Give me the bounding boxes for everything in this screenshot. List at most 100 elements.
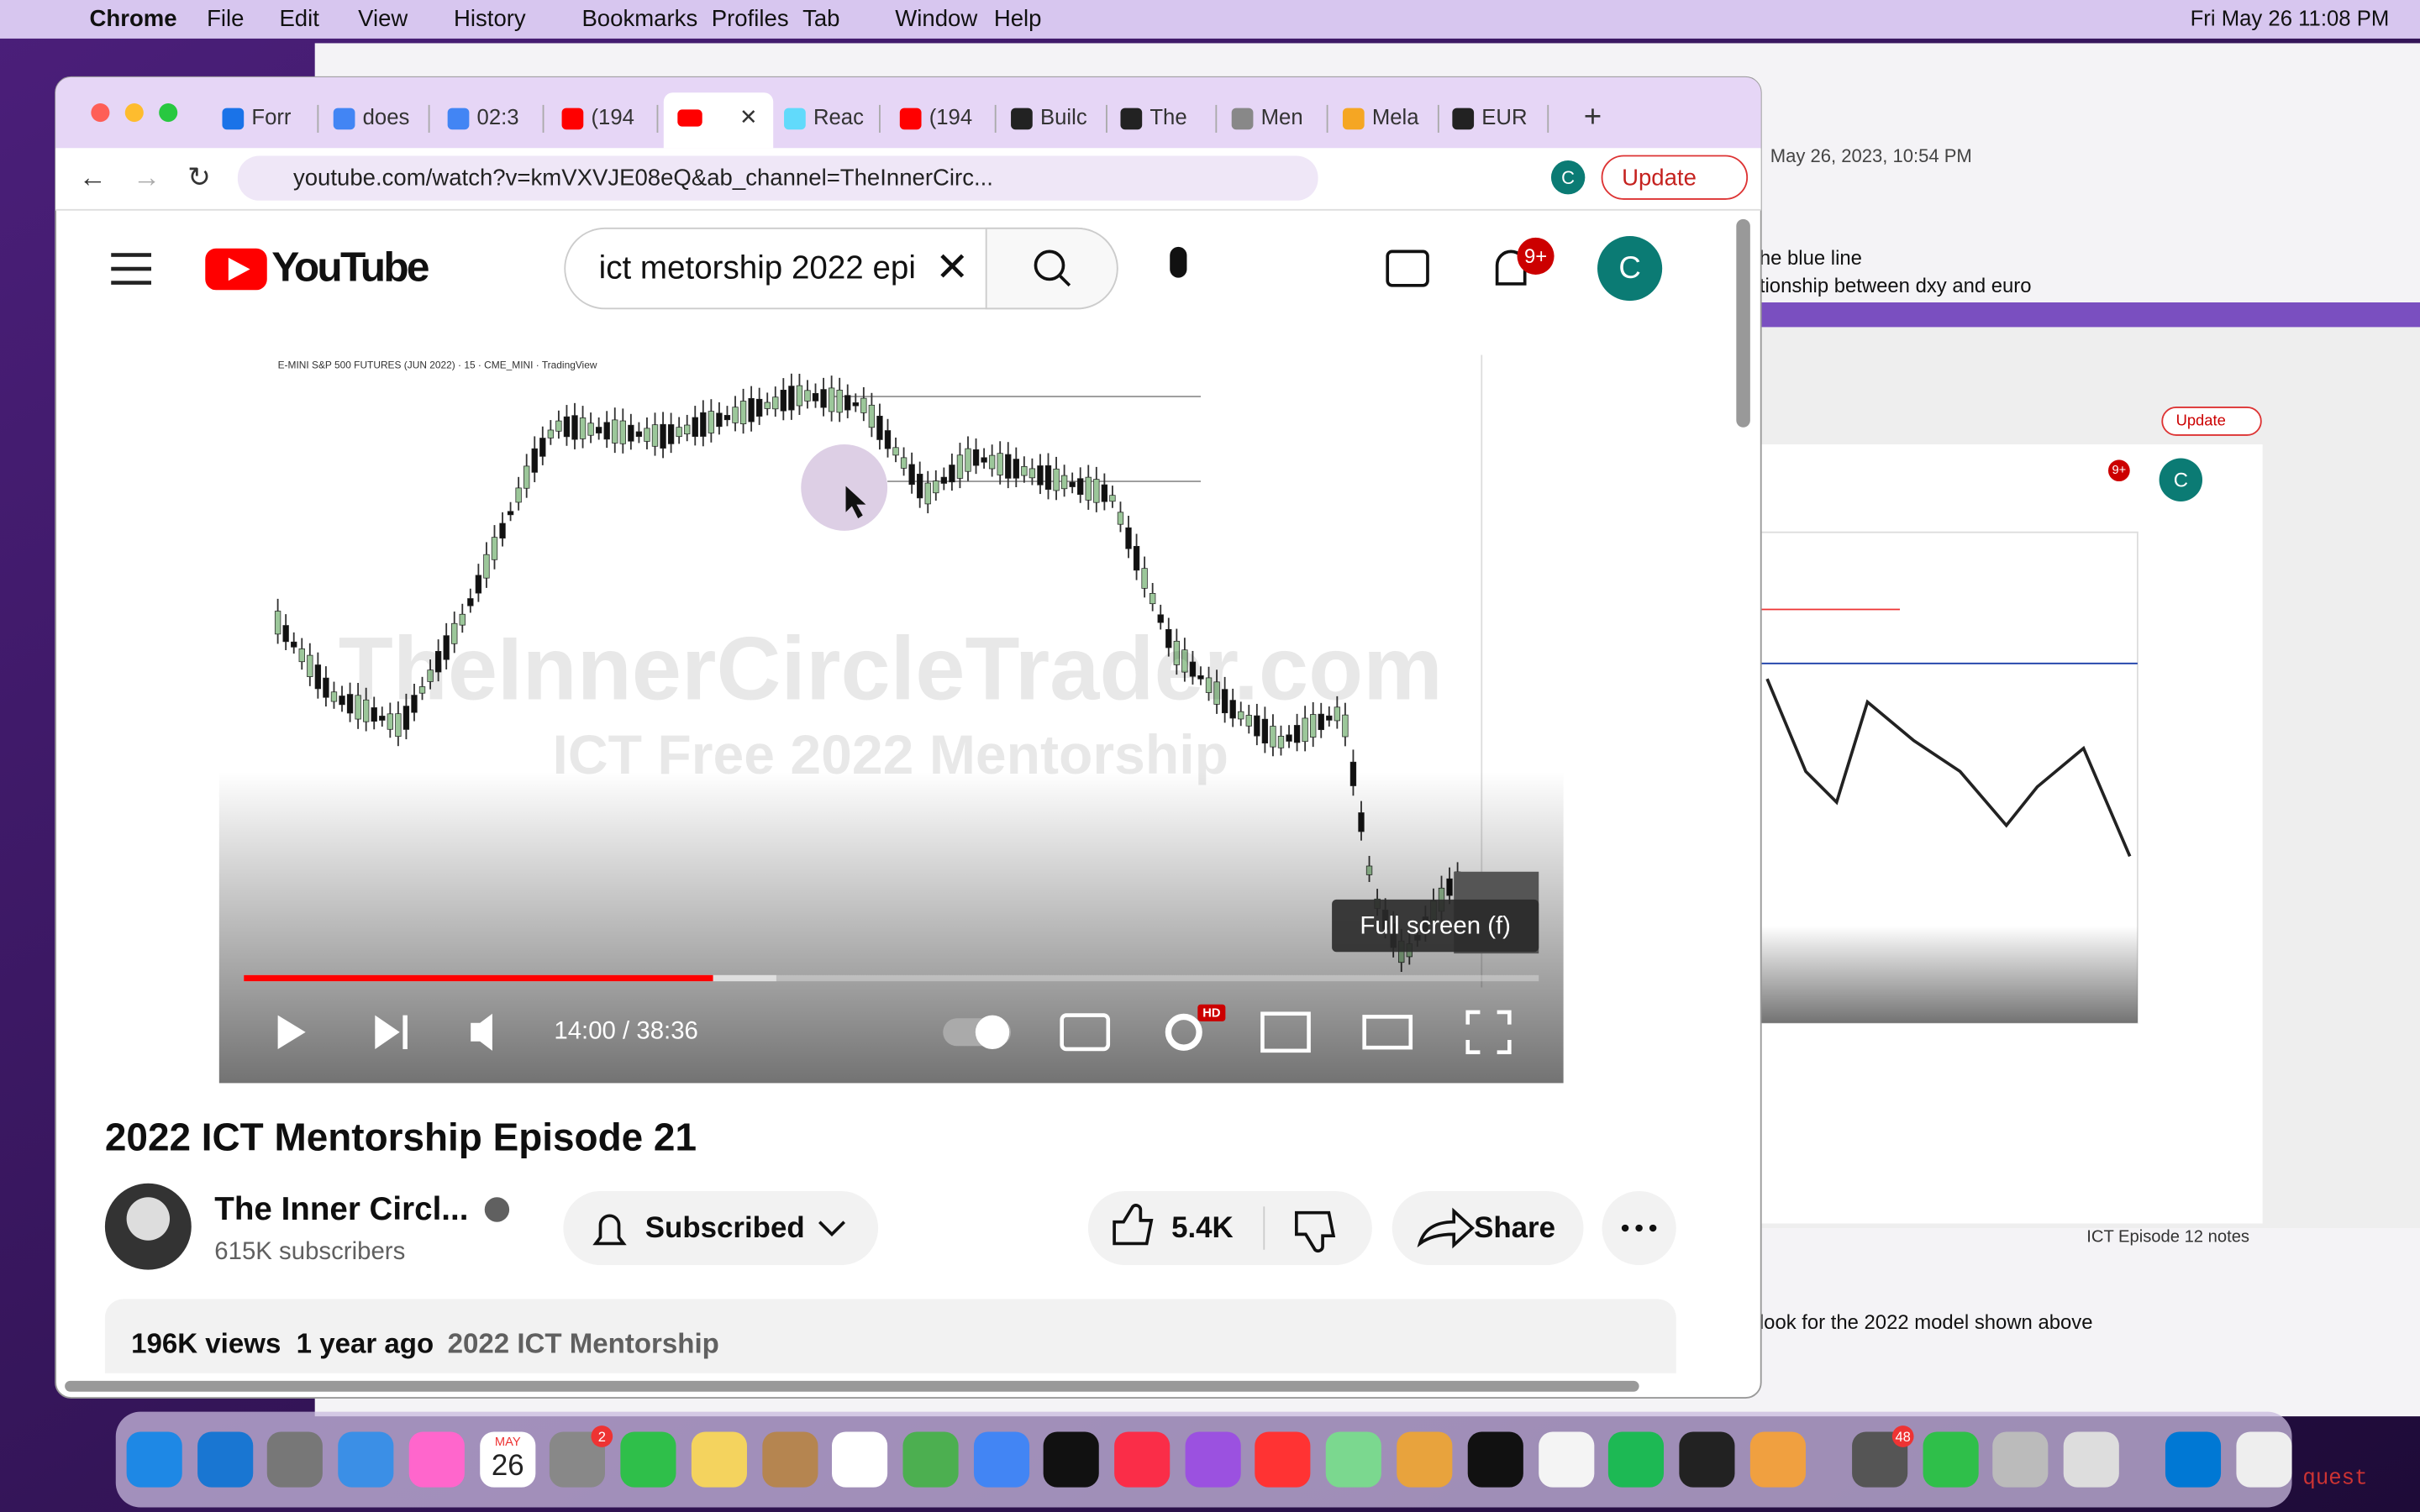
menu-item[interactable]: View [358, 5, 408, 31]
dock-icon[interactable] [1992, 1431, 2049, 1488]
dock-icon[interactable] [902, 1431, 959, 1488]
dock-icon[interactable] [691, 1431, 747, 1488]
menu-icon[interactable] [111, 253, 151, 285]
tab-title[interactable]: Builc [1040, 106, 1087, 129]
subscribe-button[interactable] [563, 1190, 879, 1266]
scrollbar[interactable] [1736, 218, 1750, 428]
dock-icon[interactable] [549, 1431, 605, 1488]
dock-icon[interactable] [1325, 1431, 1381, 1488]
zoom-button[interactable] [159, 103, 178, 123]
search-text[interactable]: ict metorship 2022 epi [599, 250, 916, 286]
back[interactable]: ← [79, 162, 107, 193]
reload[interactable]: ↻ [187, 162, 211, 193]
dock-icon[interactable] [480, 1431, 536, 1488]
update-button[interactable] [1601, 155, 1749, 200]
tab-title[interactable]: The [1150, 106, 1186, 129]
close-button[interactable] [91, 103, 110, 123]
dock-icon[interactable] [1114, 1431, 1171, 1488]
omnibox[interactable] [237, 155, 1318, 201]
tab-title[interactable]: Men [1261, 106, 1303, 129]
theater-button[interactable] [1362, 1015, 1413, 1050]
profile[interactable] [1550, 160, 1586, 195]
candle-body [1205, 677, 1213, 693]
mic[interactable] [1170, 246, 1187, 278]
h-scrollbar[interactable] [65, 1380, 1639, 1392]
menu-item[interactable]: Bookmarks [581, 5, 697, 31]
candle-body [579, 417, 587, 439]
dock-icon[interactable] [832, 1431, 888, 1488]
tab-title[interactable]: (194 [591, 106, 634, 129]
cc-button[interactable] [1060, 1013, 1111, 1052]
avatar[interactable] [1597, 236, 1663, 302]
play-button[interactable] [277, 1015, 306, 1049]
url[interactable]: youtube.com/watch?v=kmVXVJE08eQ&ab_chann… [293, 164, 993, 190]
dock-icon[interactable] [973, 1431, 1030, 1488]
clear-search[interactable]: ✕ [935, 245, 969, 290]
settings-button[interactable] [1165, 1013, 1202, 1051]
fullscreen-button[interactable] [1465, 1010, 1512, 1054]
channel-name[interactable]: The Inner Circl... [214, 1191, 468, 1227]
tab-title[interactable]: Mela [1372, 106, 1419, 129]
dock-icon[interactable] [1749, 1431, 1806, 1488]
tab-icon [1342, 108, 1365, 130]
dock-icon[interactable] [2063, 1431, 2119, 1488]
menu-item[interactable]: Window [895, 5, 977, 31]
dock-icon[interactable] [408, 1431, 465, 1488]
dock-icon[interactable] [338, 1431, 394, 1488]
share-text: Share [1474, 1211, 1555, 1244]
dislike-button[interactable] [1295, 1210, 1336, 1252]
tab-title[interactable]: 02:3 [477, 106, 519, 129]
dock-icon[interactable] [1255, 1431, 1311, 1488]
tab-close[interactable]: ✕ [739, 106, 758, 129]
dock-icon[interactable] [1043, 1431, 1099, 1488]
tab-title[interactable]: EUR [1481, 106, 1527, 129]
dock-icon[interactable] [1467, 1431, 1523, 1488]
candle-body [1125, 527, 1132, 549]
dock-icon[interactable] [1397, 1431, 1453, 1488]
dock-icon[interactable] [266, 1431, 323, 1488]
next-button[interactable] [375, 1015, 408, 1049]
bell-icon [592, 1214, 627, 1246]
forward[interactable]: → [133, 162, 160, 193]
yt-logo-text[interactable]: YouTube [271, 244, 430, 291]
tab-title[interactable]: (194 [929, 106, 972, 129]
dock-icon[interactable] [2165, 1431, 2222, 1488]
tab-title[interactable]: Reac [813, 106, 864, 129]
volume-button[interactable] [471, 1013, 492, 1051]
menu-item[interactable]: Help [994, 5, 1042, 31]
progress-track[interactable] [244, 974, 1539, 982]
menu-item[interactable]: Tab [802, 5, 839, 31]
new-tab[interactable]: + [1584, 99, 1602, 134]
active-tab[interactable] [663, 92, 774, 149]
menu-item[interactable]: Profiles [712, 5, 789, 31]
dock-icon[interactable] [2236, 1431, 2292, 1488]
dock-icon[interactable] [126, 1431, 182, 1488]
minimize-button[interactable] [124, 103, 144, 123]
playlist-tag[interactable]: 2022 ICT Mentorship [448, 1328, 719, 1359]
share-button[interactable] [1392, 1190, 1584, 1266]
dock-icon[interactable] [1679, 1431, 1735, 1488]
dock-icon[interactable] [620, 1431, 676, 1488]
menu-item[interactable]: File [207, 5, 244, 31]
dock-icon[interactable] [1185, 1431, 1241, 1488]
menu-item[interactable]: Edit [279, 5, 319, 31]
dock-icon[interactable] [1923, 1431, 1979, 1488]
tab-icon [1452, 108, 1475, 130]
create[interactable] [1386, 249, 1429, 287]
tab-title[interactable]: does [363, 106, 410, 129]
dock-icon[interactable] [762, 1431, 818, 1488]
dock-icon[interactable] [1852, 1431, 1908, 1488]
dock-icon[interactable] [1539, 1431, 1595, 1488]
menu-item[interactable]: History [454, 5, 526, 31]
app-name[interactable]: Chrome [90, 5, 177, 31]
candle-body [860, 397, 867, 413]
dock-icon[interactable] [197, 1431, 254, 1488]
dock-icon[interactable] [1607, 1431, 1664, 1488]
candle-body [739, 401, 747, 424]
clock[interactable]: Fri May 26 11:08 PM [2191, 8, 2390, 31]
description-box[interactable] [104, 1299, 1676, 1373]
search-button[interactable] [985, 227, 1118, 310]
miniplayer-button[interactable] [1260, 1011, 1311, 1053]
tab-title[interactable]: Forr [251, 106, 292, 129]
like-button[interactable] [1113, 1204, 1154, 1246]
